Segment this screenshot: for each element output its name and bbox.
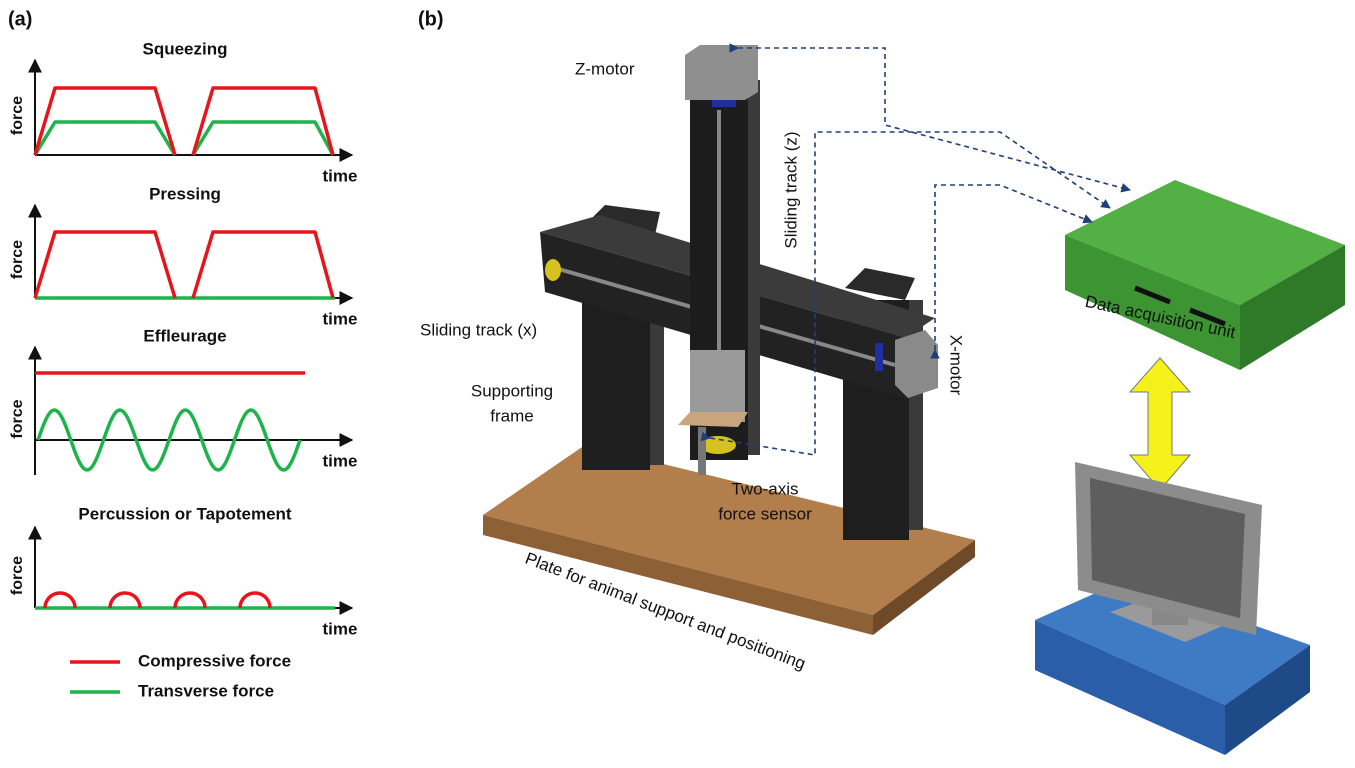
waveform <box>35 232 333 298</box>
legend-label: Compressive force <box>138 651 291 670</box>
link-arrow <box>1130 358 1190 490</box>
plot-title: Effleurage <box>143 326 226 345</box>
component-label: frame <box>490 406 533 425</box>
x-label: time <box>323 451 358 470</box>
waveform <box>35 122 333 155</box>
plot-title: Percussion or Tapotement <box>78 504 292 523</box>
y-label: force <box>9 399 26 438</box>
panel-label: (a) <box>8 8 32 30</box>
component-label: X-motor <box>947 335 966 396</box>
component-label: Two-axis <box>731 479 798 498</box>
panel-a: (a) Squeezing force time Pressing force time Ef… <box>8 8 357 700</box>
carriage <box>690 350 745 422</box>
z-column-side <box>748 80 760 455</box>
component-label: Sliding track (z) <box>781 131 800 248</box>
coupling <box>545 259 561 281</box>
y-label: force <box>9 240 26 279</box>
component-label: force sensor <box>718 504 812 523</box>
legend-label: Transverse force <box>138 681 274 700</box>
x-motor <box>895 330 938 398</box>
panel-b <box>483 45 1345 755</box>
plot-title: Pressing <box>149 184 221 203</box>
probe <box>698 427 706 475</box>
z-motor <box>685 45 758 100</box>
waveform <box>45 593 270 608</box>
plot-title: Squeezing <box>142 39 227 58</box>
x-label: time <box>323 166 358 185</box>
component-label: Sliding track (x) <box>420 320 537 339</box>
x-label: time <box>323 619 358 638</box>
figure: (a) Squeezing force time Pressing force time Ef… <box>0 0 1355 768</box>
sensor-plate <box>678 412 748 427</box>
page: {"panel_a": {"label": "(a)", "plots": [ … <box>0 0 1355 768</box>
limit-switch <box>875 343 883 371</box>
component-label: Supporting <box>471 381 553 400</box>
component-label: Z-motor <box>575 59 635 78</box>
x-label: time <box>323 309 358 328</box>
y-label: force <box>9 96 26 135</box>
panel-label: (b) <box>418 8 444 30</box>
limit-switch <box>712 100 736 107</box>
y-label: force <box>9 556 26 595</box>
